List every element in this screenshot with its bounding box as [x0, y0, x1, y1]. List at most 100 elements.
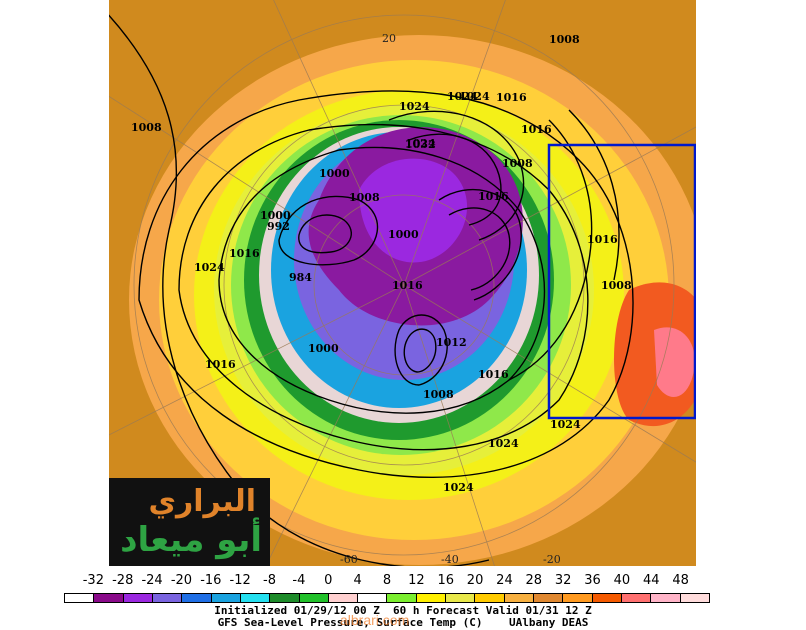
grid-label: -20 — [543, 553, 561, 566]
pressure-label: 1024 — [194, 261, 225, 274]
colorbar-swatch — [416, 594, 447, 602]
pressure-label: 1016 — [229, 247, 260, 260]
pressure-label: 1024 — [488, 437, 519, 450]
pressure-label: 1016 — [587, 233, 618, 246]
isobar — [508, 119, 593, 381]
colorbar-tick-label: 24 — [496, 573, 513, 588]
colorbar-tick-label: 28 — [525, 573, 543, 588]
pressure-label: 1008 — [349, 191, 380, 204]
colorbar-swatch — [299, 594, 329, 602]
pressure-label: 1016 — [521, 123, 552, 136]
pressure-label: 992 — [267, 220, 290, 233]
lat-circle-3 — [133, 14, 675, 556]
colorbar-swatch — [182, 594, 212, 602]
isobar — [138, 90, 634, 478]
pressure-label: 1032 — [405, 138, 436, 151]
colorbar-swatch — [504, 594, 534, 602]
pressure-label: 1000 — [319, 167, 350, 180]
pressure-label: 1008 — [601, 279, 632, 292]
pressure-label: 1024 — [550, 418, 581, 431]
pressure-label: 1008 — [131, 121, 162, 134]
isobar — [388, 110, 525, 241]
pressure-label: 984 — [289, 271, 312, 284]
pressure-label: 1024 — [405, 137, 436, 150]
colorbar-tick-label: 16 — [437, 573, 454, 588]
isobar — [109, 14, 490, 566]
colorbar-swatch — [94, 594, 124, 602]
meridian-3 — [403, 126, 696, 286]
colorbar-swatch — [152, 594, 183, 602]
colorbar-swatch — [475, 594, 505, 602]
pressure-label: 1016 — [478, 368, 509, 381]
isobar — [298, 214, 352, 254]
colorbar-swatch — [446, 594, 476, 602]
isobar — [568, 109, 620, 281]
isobar — [278, 195, 379, 266]
meridian-6 — [265, 284, 405, 566]
isobar — [438, 188, 522, 301]
grid-label: 20 — [382, 32, 396, 45]
pressure-label: 1016 — [478, 190, 509, 203]
colorbar-tick-label: 0 — [324, 573, 333, 588]
colorbar-tick-label: 44 — [642, 573, 660, 588]
pressure-labels: 1008 1024 1016 1008 1024 1016 1000 1008 … — [131, 33, 632, 494]
grid-label: -60 — [340, 553, 358, 566]
isobar — [403, 328, 437, 373]
colorbar-swatch — [65, 594, 95, 602]
colorbar-tick-label: -12 — [229, 573, 251, 588]
colorbar-tick-label: 32 — [554, 573, 572, 588]
colorbar-swatch — [358, 594, 388, 602]
map-canvas: 1008 1024 1016 1008 1024 1016 1000 1008 … — [109, 0, 696, 566]
colorbar-tick-label: -20 — [170, 573, 193, 588]
forecast-map: 1008 1024 1016 1008 1024 1016 1000 1008 … — [109, 0, 696, 566]
lat-circle-1 — [313, 194, 495, 376]
colorbar-tick-label: -24 — [141, 573, 163, 588]
pressure-label: 1000 — [260, 209, 291, 222]
pressure-label: 1000 — [388, 228, 419, 241]
colorbar-swatch — [563, 594, 593, 602]
temperature-colorbar — [64, 593, 710, 603]
colorbar-swatch — [387, 594, 417, 602]
colorbar-tick-label: 12 — [408, 573, 425, 588]
colorbar-tick-label: -28 — [112, 573, 134, 588]
colorbar-tick-label: 48 — [672, 573, 689, 588]
colorbar-swatch — [592, 594, 622, 602]
colorbar-tick-label: -32 — [82, 573, 104, 588]
colorbar-tick-label: -8 — [263, 573, 277, 588]
isobar — [408, 133, 502, 226]
pressure-label: 1024 — [399, 100, 430, 113]
meridian-8 — [109, 95, 405, 286]
pressure-label: 1008 — [549, 33, 580, 46]
pressure-label: 1008 — [423, 388, 454, 401]
colorbar-swatch — [621, 594, 652, 602]
colorbar-tick-label: 20 — [466, 573, 484, 588]
meridian-4 — [403, 284, 696, 463]
isobar — [178, 123, 589, 451]
colorbar-tick-label: 40 — [613, 573, 631, 588]
colorbar-swatch — [651, 594, 681, 602]
colorbar-ticks: -32 -28 -24 -20 -16 -12 -8 -4 0 4 8 12 16 20 24 28 32 36 4… — [64, 573, 710, 589]
pressure-label: 1012 — [436, 336, 467, 349]
pressure-label: 1016 — [392, 279, 423, 292]
colorbar-swatch — [211, 594, 241, 602]
meridian-2 — [403, 0, 506, 286]
meridian-5 — [403, 284, 495, 566]
grid-label: -40 — [441, 553, 459, 566]
pressure-label: 1016 — [205, 358, 236, 371]
watermark: albrari.com — [340, 612, 410, 628]
colorbar-swatch — [534, 594, 564, 602]
colorbar-swatch — [123, 594, 153, 602]
colorbar-swatch — [240, 594, 271, 602]
logo-line-1: البراري — [148, 484, 256, 519]
forecast-info-line: Initialized 01/29/12 00 Z 60 h Forecast … — [214, 604, 592, 617]
colorbar-tick-label: 4 — [353, 573, 362, 588]
isobar — [448, 207, 511, 291]
pressure-label: 1024 — [459, 90, 490, 103]
meridian-7 — [109, 284, 405, 436]
logo-line-2: أبو ميعاد — [120, 520, 262, 560]
pressure-label: 1000 — [308, 342, 339, 355]
colorbar-tick-label: 36 — [584, 573, 601, 588]
pressure-label: 1024 — [447, 90, 478, 103]
pressure-label: 1024 — [443, 481, 474, 494]
warm-anomaly-core — [654, 327, 695, 397]
